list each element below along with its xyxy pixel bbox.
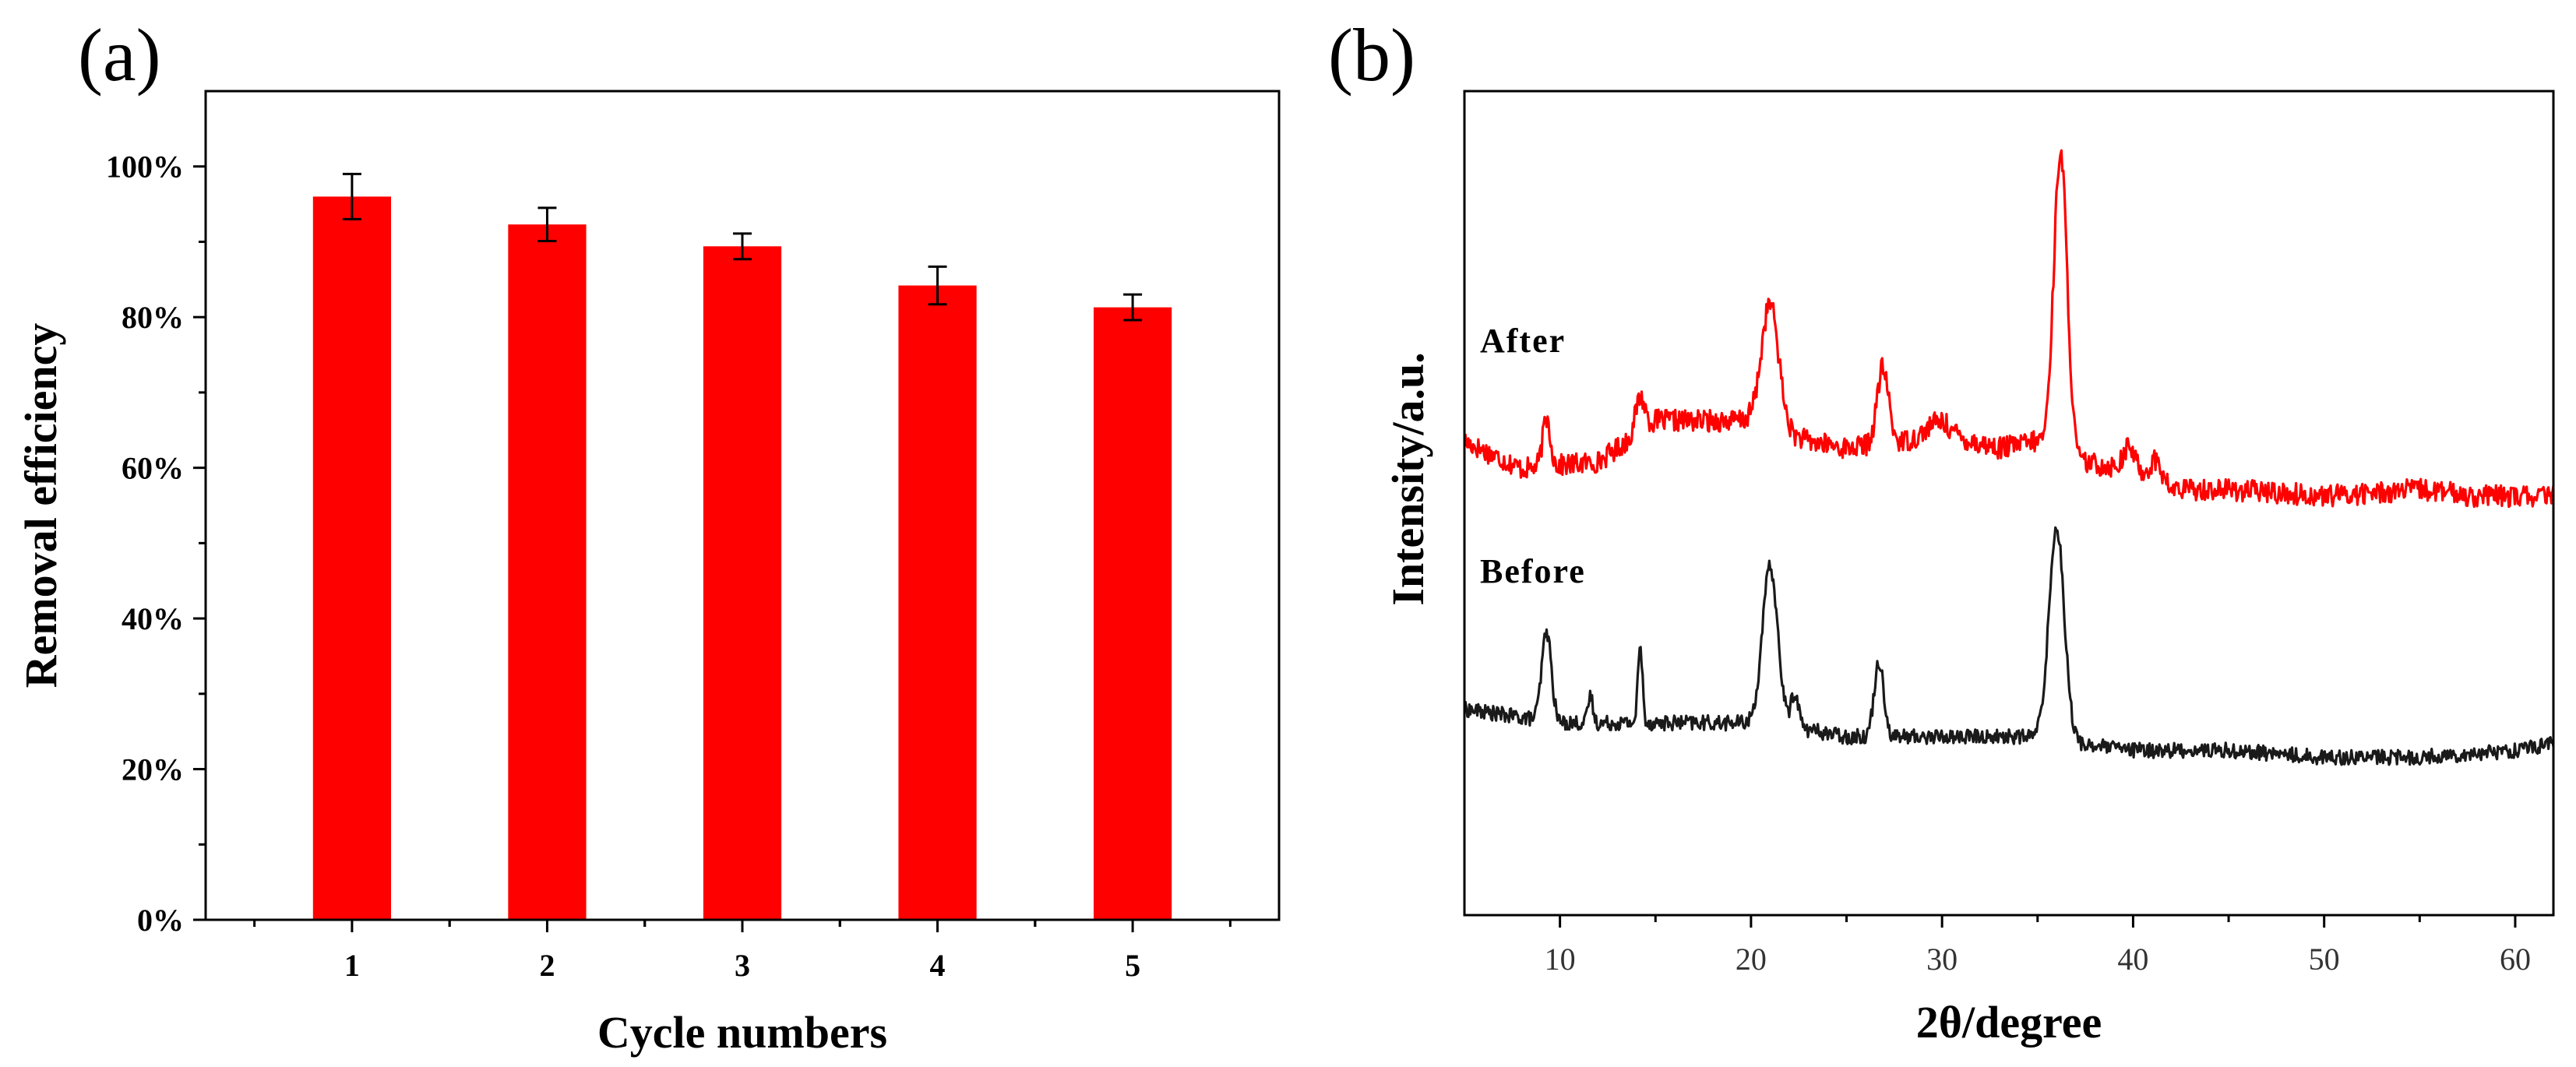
y-tick-label: 100% <box>106 150 184 185</box>
series-line-after <box>1463 149 2555 509</box>
x-tick-label: 30 <box>1926 942 1958 977</box>
x-tick-label: 4 <box>930 948 946 983</box>
panel-b-label: (b) <box>1328 13 1415 97</box>
panel-b-y-axis-title: Intensity/a.u. <box>1383 352 1433 606</box>
error-bar-cycle-1 <box>342 172 361 220</box>
panel-b-plot-frame <box>1463 90 2555 917</box>
y-tick-label: 40% <box>122 601 184 636</box>
error-bar-cycle-5 <box>1123 293 1143 322</box>
x-tick-label: 5 <box>1125 948 1140 983</box>
x-tick-label: 60 <box>2500 942 2531 977</box>
panel-a-bar-chart: (a) 0% 20% 40% 60% 80% 100% 1 2 3 4 5 Cycle numbe… <box>16 13 1281 1058</box>
series-label-after: After <box>1480 322 1566 360</box>
panel-b-x-tick-labels: 10 20 30 40 50 60 <box>1545 942 2531 977</box>
y-tick-label: 60% <box>122 451 184 486</box>
x-tick-label: 40 <box>2117 942 2148 977</box>
series-line-before <box>1463 526 2555 766</box>
panel-a-bars <box>312 196 1172 920</box>
error-bar-cycle-4 <box>928 265 947 306</box>
bar-cycle-4 <box>898 285 977 920</box>
x-tick-label: 50 <box>2309 942 2340 977</box>
x-tick-label: 3 <box>735 948 750 983</box>
bar-cycle-1 <box>312 196 392 920</box>
series-label-before: Before <box>1480 552 1586 590</box>
y-tick-label: 80% <box>122 300 184 335</box>
panel-a-x-axis-title: Cycle numbers <box>597 1007 887 1058</box>
panel-a-label: (a) <box>78 13 161 97</box>
panel-a-y-tick-labels: 0% 20% 40% 60% 80% 100% <box>106 150 184 938</box>
error-bar-cycle-2 <box>537 206 557 242</box>
bar-cycle-3 <box>703 246 782 920</box>
panel-b-x-axis-title: 2θ/degree <box>1916 997 2102 1048</box>
panel-a-y-axis-title: Removal efficiency <box>16 323 66 688</box>
x-tick-label: 2 <box>539 948 555 983</box>
x-tick-label: 10 <box>1545 942 1576 977</box>
error-bar-cycle-3 <box>733 232 752 261</box>
panel-a-x-tick-labels: 1 2 3 4 5 <box>344 948 1140 983</box>
panel-b-line-chart: (b) 10 20 30 40 50 60 After Before 2θ/degree … <box>1328 13 2555 1048</box>
y-tick-label: 0% <box>137 903 184 938</box>
x-tick-label: 1 <box>344 948 360 983</box>
panel-a-plot-frame <box>204 90 1281 921</box>
panel-a-ticks <box>193 165 1232 932</box>
y-tick-label: 20% <box>122 752 184 787</box>
x-tick-label: 20 <box>1736 942 1767 977</box>
panel-a-error-bars <box>342 172 1143 322</box>
bar-cycle-2 <box>508 224 587 920</box>
panel-b-ticks <box>1559 915 2517 928</box>
panel-b-series <box>1463 149 2555 766</box>
bar-cycle-5 <box>1093 307 1172 920</box>
